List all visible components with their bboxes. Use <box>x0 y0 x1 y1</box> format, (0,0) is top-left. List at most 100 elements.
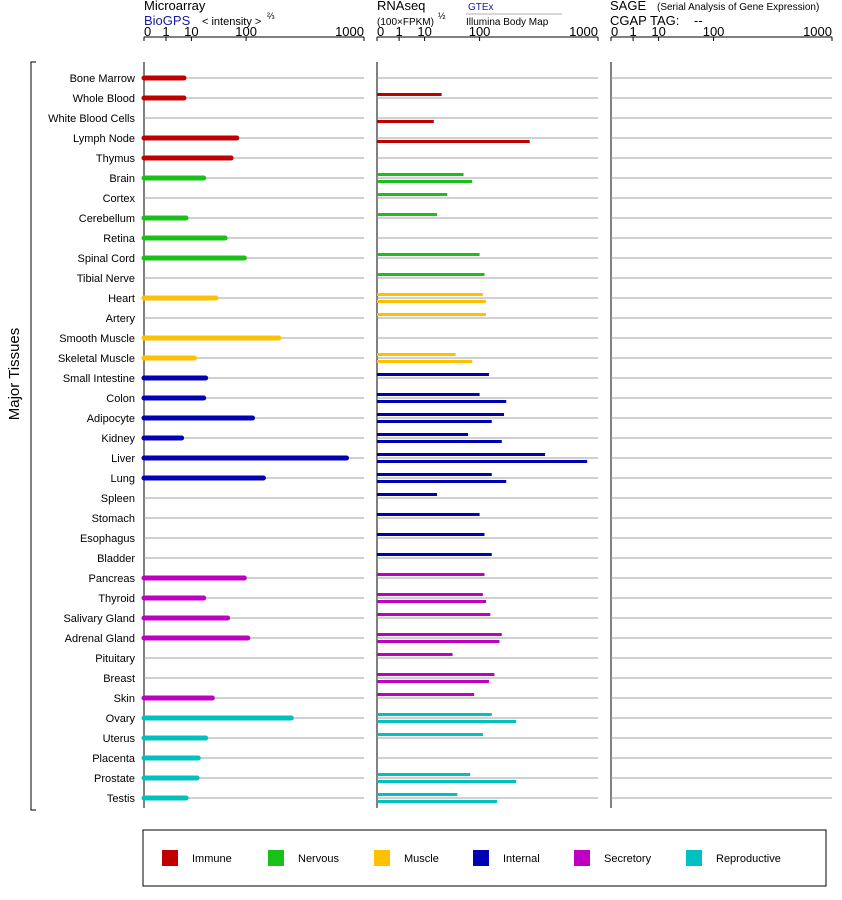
tissue-label: Ovary <box>106 713 136 725</box>
microarray-tick-label: 100 <box>235 24 257 39</box>
y-axis-label: Major Tissues <box>6 328 23 421</box>
rnaseq-tick-label: 10 <box>417 24 431 39</box>
gtex-bar <box>377 393 480 396</box>
tissue-label: Cortex <box>103 193 136 205</box>
tissue-label: Skeletal Muscle <box>58 353 135 365</box>
microarray-tick-label: 1 <box>162 24 169 39</box>
tissue-label: Thymus <box>96 153 136 165</box>
gtex-bar <box>377 613 491 616</box>
gtex-bar <box>377 593 483 596</box>
tissue-label: Breast <box>103 673 135 685</box>
tissue-bracket <box>30 61 36 811</box>
cgap-tag-value: -- <box>694 13 703 28</box>
tissue-label: Smooth Muscle <box>59 333 135 345</box>
tissue-label: Adrenal Gland <box>65 633 135 645</box>
gtex-bar <box>377 493 437 496</box>
illumina-bar <box>377 480 507 483</box>
microarray-tick-label: 0 <box>144 24 151 39</box>
illumina-bar <box>377 600 487 603</box>
rnaseq-title: RNAseq <box>377 0 425 13</box>
tissue-label: Brain <box>109 173 135 185</box>
legend-label: Internal <box>503 853 540 865</box>
gtex-source: GTEx <box>468 2 494 13</box>
gtex-bar <box>377 433 469 436</box>
tissue-label: Cerebellum <box>79 213 135 225</box>
tissue-label: Thyroid <box>98 593 135 605</box>
sage-tick-label: 0 <box>611 24 618 39</box>
tissue-labels: Bone Marrow Whole Blood White Blood Cells L… <box>48 73 136 805</box>
gtex-bar <box>377 793 458 796</box>
gtex-bar <box>377 553 492 556</box>
legend-swatch <box>686 850 702 866</box>
illumina-bar <box>377 640 500 643</box>
cgap-tag-label: CGAP TAG: <box>610 13 679 28</box>
sage-tick-label: 1 <box>629 24 636 39</box>
sage-tick-label: 1000 <box>803 24 832 39</box>
tissue-label: Liver <box>111 453 135 465</box>
gtex-bar <box>377 453 546 456</box>
tissue-label: Pancreas <box>89 573 136 585</box>
rnaseq-tick-label: 100 <box>469 24 491 39</box>
tissue-label: Tibial Nerve <box>77 273 135 285</box>
gtex-bar <box>377 313 487 316</box>
gtex-bar <box>377 733 483 736</box>
illumina-bar <box>377 460 588 463</box>
gtex-bar <box>377 713 492 716</box>
gtex-bar <box>377 253 480 256</box>
gtex-bar <box>377 213 437 216</box>
microarray-unit-exponent: ⅔ <box>267 11 275 21</box>
illumina-bar <box>377 680 489 683</box>
sage-tick-label: 100 <box>703 24 725 39</box>
tissue-label: Skin <box>114 693 135 705</box>
sage-title: SAGE <box>610 0 646 13</box>
tissue-label: Artery <box>106 313 136 325</box>
gtex-bar <box>377 193 448 196</box>
tissue-label: Adipocyte <box>87 413 135 425</box>
tissue-label: Esophagus <box>80 533 136 545</box>
tissue-label: Lung <box>111 473 135 485</box>
illumina-bar <box>377 300 487 303</box>
rnaseq-tick-label: 1 <box>395 24 402 39</box>
illumina-bar <box>377 440 502 443</box>
tissue-label: Lymph Node <box>73 133 135 145</box>
tissue-label: Stomach <box>92 513 135 525</box>
legend-swatch <box>268 850 284 866</box>
tissue-label: Spleen <box>101 493 135 505</box>
illumina-bar <box>377 360 473 363</box>
illumina-bar <box>377 120 434 123</box>
rnaseq-tick-label: 0 <box>377 24 384 39</box>
gtex-bar <box>377 533 485 536</box>
gtex-bar <box>377 293 483 296</box>
tissue-label: Uterus <box>103 733 136 745</box>
microarray-title: Microarray <box>144 0 206 13</box>
tissue-label: Spinal Cord <box>78 253 135 265</box>
tissue-label: Kidney <box>101 433 135 445</box>
tissue-label: Heart <box>108 293 135 305</box>
rnaseq-tick-label: 1000 <box>569 24 598 39</box>
tissue-label: Prostate <box>94 773 135 785</box>
legend-swatch <box>473 850 489 866</box>
gtex-bar <box>377 273 485 276</box>
tissue-label: Retina <box>103 233 136 245</box>
gtex-bar <box>377 373 489 376</box>
legend-swatch <box>574 850 590 866</box>
illumina-bar <box>377 800 497 803</box>
gtex-bar <box>377 773 471 776</box>
gtex-bar <box>377 93 442 96</box>
tissue-label: White Blood Cells <box>48 113 135 125</box>
gtex-bar <box>377 353 456 356</box>
tissue-label: Placenta <box>92 753 136 765</box>
tissue-label: Colon <box>106 393 135 405</box>
microarray-source: BioGPS <box>144 13 191 28</box>
gtex-bar <box>377 473 492 476</box>
illumina-bar <box>377 720 517 723</box>
gtex-bar <box>377 173 464 176</box>
rnaseq-unit-exponent: ½ <box>438 11 446 21</box>
gtex-bar <box>377 653 453 656</box>
gtex-bar <box>377 413 505 416</box>
legend-swatch <box>374 850 390 866</box>
gtex-bar <box>377 573 485 576</box>
row-gridlines <box>144 77 832 799</box>
illumina-bar <box>377 180 473 183</box>
